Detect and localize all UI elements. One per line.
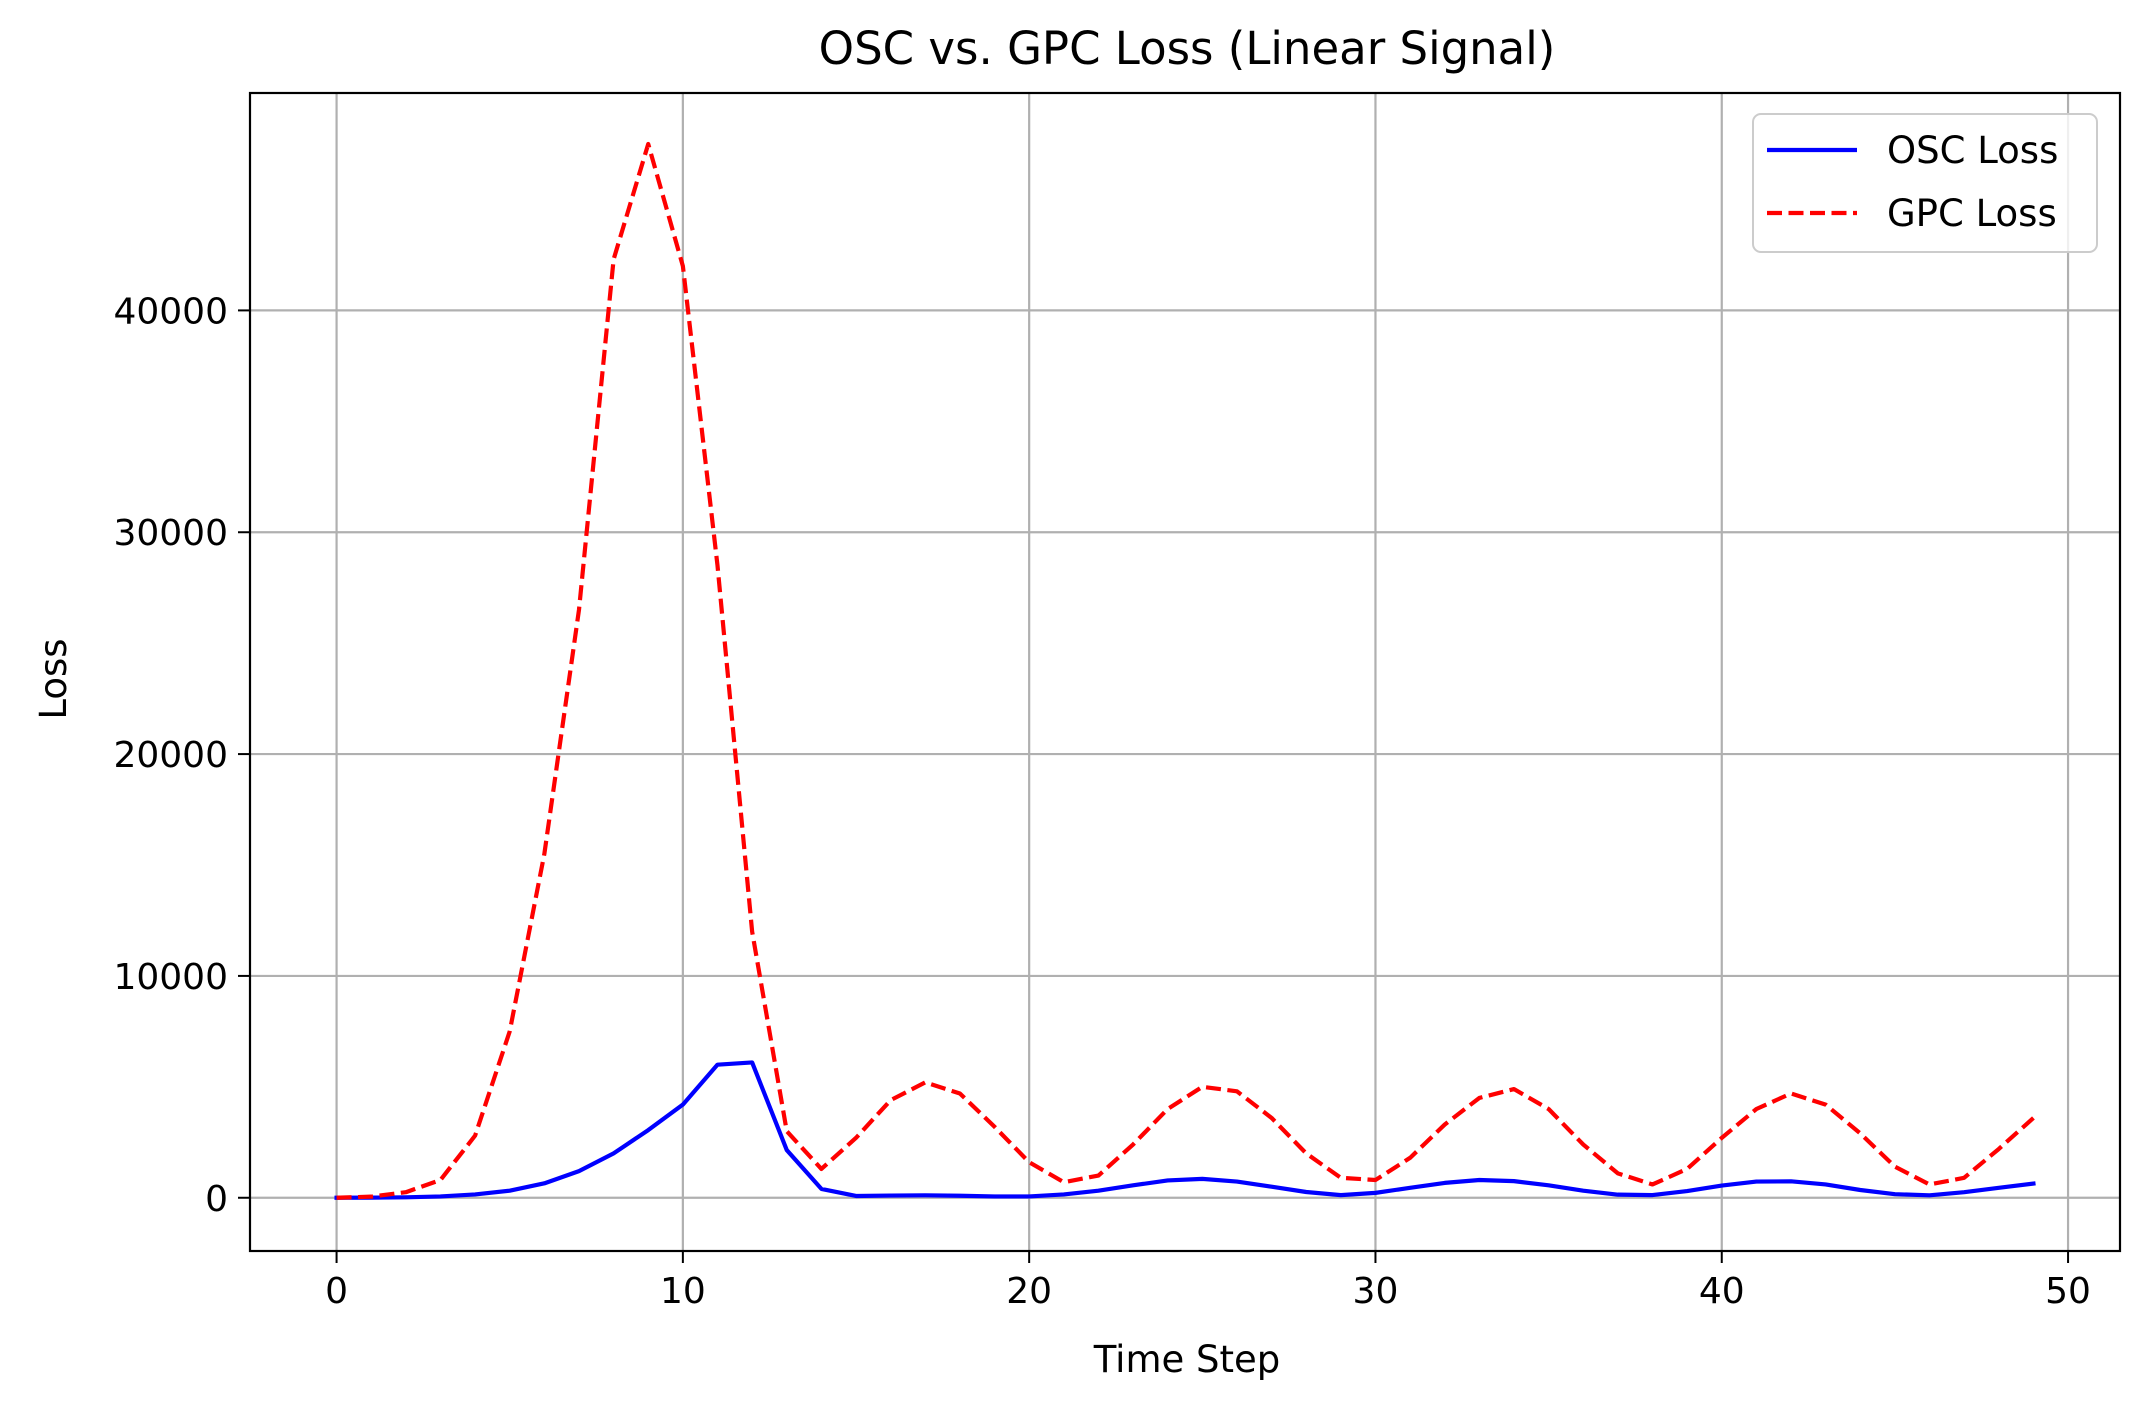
x-axis-label: Time Step (1093, 1338, 1281, 1381)
x-tick-label: 50 (2045, 1271, 2091, 1312)
series-layer (334, 141, 2036, 1200)
series-line-osc-loss (334, 1060, 2036, 1200)
chart-title: OSC vs. GPC Loss (Linear Signal) (819, 22, 1556, 75)
x-tick-label: 20 (1006, 1271, 1052, 1312)
y-tick-label: 30000 (113, 513, 228, 554)
x-tick-label: 30 (1353, 1271, 1399, 1312)
y-tick-label: 40000 (113, 291, 228, 332)
y-axis-label: Loss (32, 638, 75, 719)
y-tick-label: 20000 (113, 735, 228, 776)
y-tick-label: 0 (205, 1179, 228, 1220)
legend-label: GPC Loss (1887, 192, 2057, 235)
x-axis: 0 10 20 30 40 50 (325, 1251, 2091, 1312)
plot-frame (248, 91, 2122, 1253)
legend: OSC Loss GPC Loss (1752, 113, 2098, 253)
grid-lines (250, 93, 2120, 1251)
x-tick-label: 0 (325, 1271, 348, 1312)
y-axis: 0 10000 20000 30000 40000 (113, 291, 250, 1220)
axes-frame (248, 91, 2122, 1253)
x-tick-label: 10 (660, 1271, 706, 1312)
x-tick-label: 40 (1699, 1271, 1745, 1312)
legend-label: OSC Loss (1887, 129, 2058, 172)
y-tick-label: 10000 (113, 957, 228, 998)
